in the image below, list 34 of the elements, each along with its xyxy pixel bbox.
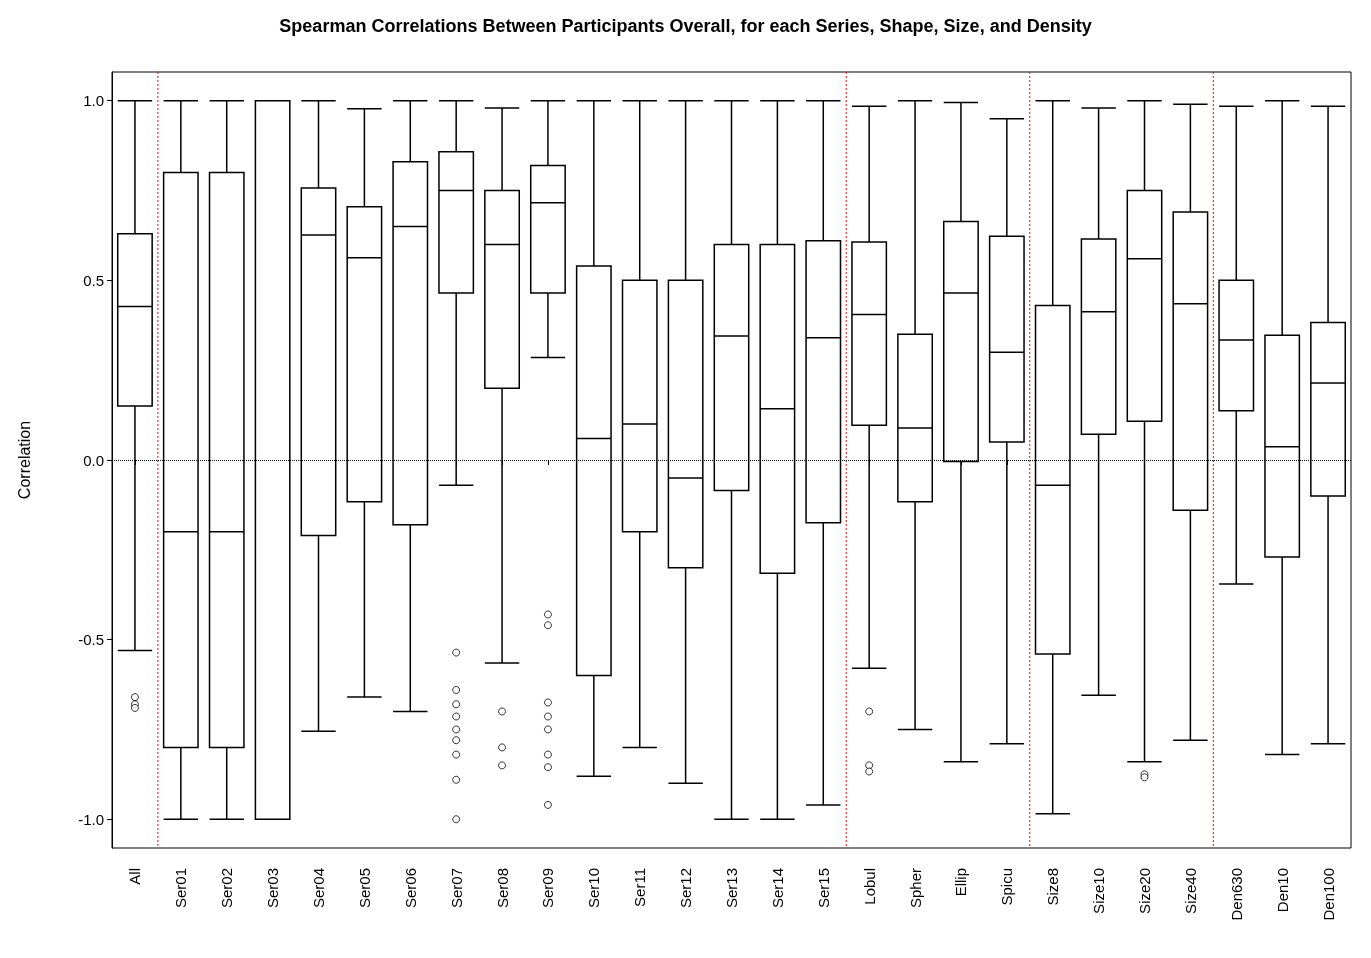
- x-tick-label: Ser12: [677, 868, 695, 909]
- x-tick-label: Ser05: [355, 868, 373, 909]
- x-tick-label: Spher: [906, 868, 924, 909]
- x-tick-label: All: [126, 868, 144, 885]
- x-tick-label: Size40: [1181, 868, 1199, 914]
- x-tick-label: Size20: [1136, 868, 1153, 914]
- y-tick-label: 0.0: [83, 451, 104, 469]
- x-tick-label: Den100: [1319, 868, 1337, 921]
- x-tick-label: Ser02: [218, 868, 236, 909]
- x-tick-label: Ser09: [539, 868, 557, 909]
- x-tick-label: Ser10: [585, 868, 603, 909]
- x-tick-label: Den10: [1273, 868, 1291, 913]
- x-tick-label: Ser07: [447, 868, 465, 909]
- x-tick-label: Ser04: [310, 868, 327, 909]
- y-tick-label: 0.5: [83, 271, 104, 289]
- chart-title: Spearman Correlations Between Participants Overall, for each Series, Shape, Size, and Density: [279, 16, 1092, 36]
- x-tick-label: Size8: [1044, 868, 1062, 906]
- y-tick-label: -0.5: [78, 631, 104, 649]
- y-tick-label: 1.0: [83, 92, 104, 110]
- x-tick-label: Ser06: [401, 868, 419, 909]
- x-tick-label: Den630: [1227, 868, 1245, 921]
- x-tick-label: Lobul: [860, 868, 878, 905]
- x-tick-label: Ellip: [952, 868, 970, 897]
- x-tick-label: Ser15: [814, 868, 832, 909]
- y-tick-label: -1.0: [78, 810, 104, 828]
- x-tick-label: Ser03: [264, 868, 282, 909]
- x-tick-label: Size10: [1090, 868, 1108, 914]
- x-tick-label: Ser14: [768, 868, 786, 909]
- x-tick-label: Ser01: [172, 868, 190, 909]
- x-tick-label: Ser13: [723, 868, 740, 909]
- x-tick-label: Spicu: [998, 868, 1016, 906]
- y-axis-title: Correlation: [15, 420, 33, 500]
- x-tick-label: Ser08: [493, 868, 511, 909]
- x-tick-label: Ser11: [631, 868, 649, 907]
